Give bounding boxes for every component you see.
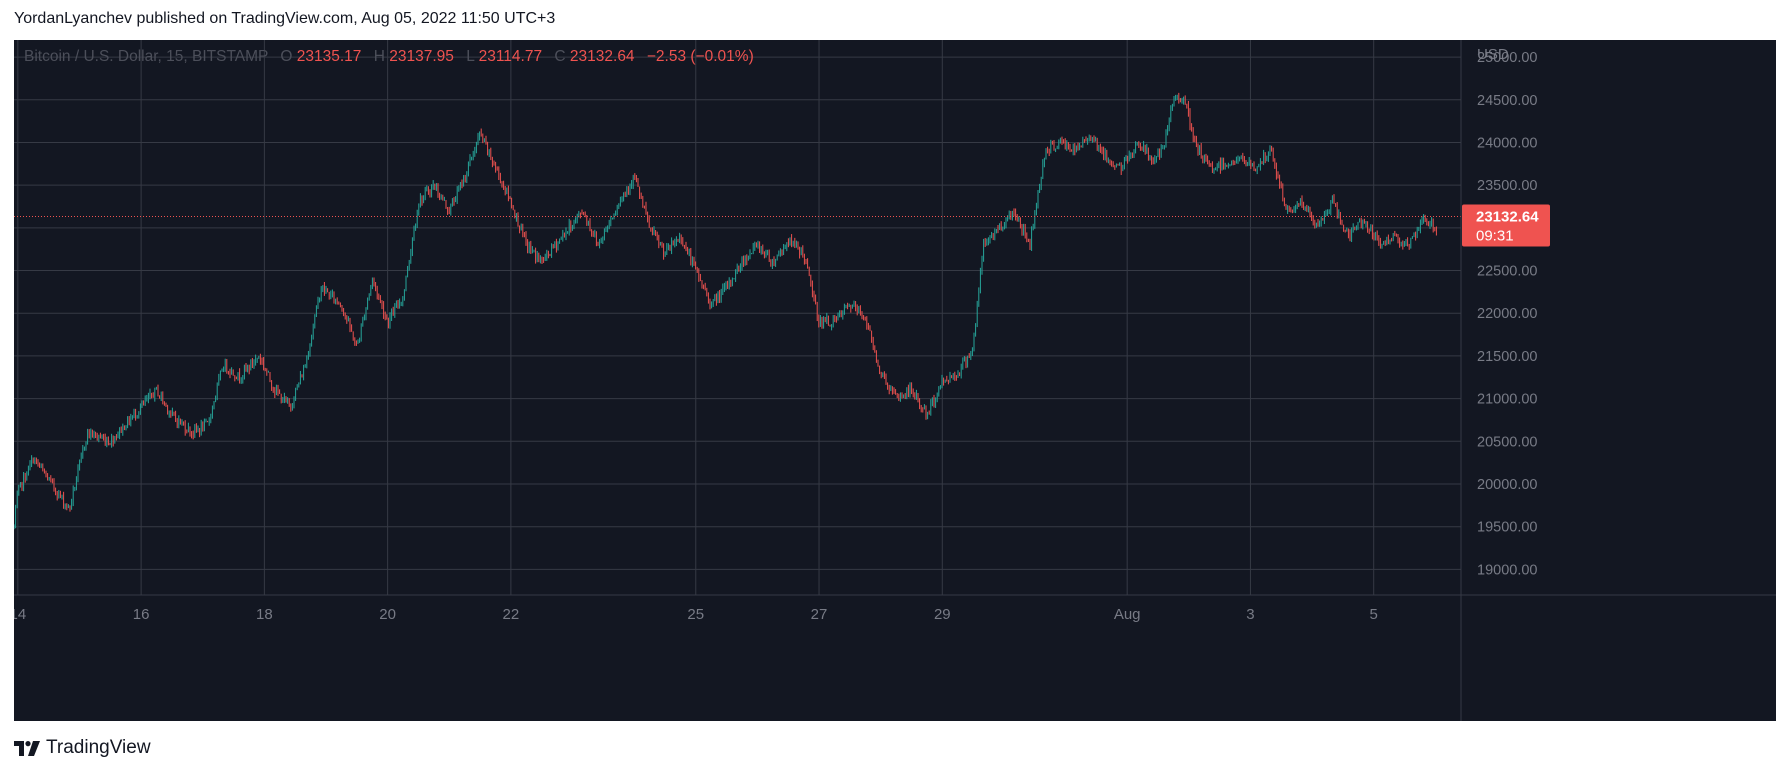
price-axis[interactable]: 19000.00 19500.00 20000.00 20500.00 21000.00… [1477,50,1537,578]
tradingview-logo-icon [14,740,40,756]
candlestick-chart[interactable]: 19000.00 19500.00 20000.00 20500.00 21000.00… [10,40,1776,721]
grid-lines [14,40,1461,595]
time-tick-label: 18 [256,606,273,623]
close-label: C [554,48,565,65]
close-value: 23132.64 [570,48,635,65]
price-tick-label: 23500.00 [1477,178,1537,194]
price-tick-label: 22500.00 [1477,264,1537,280]
time-tick-label: 3 [1246,606,1254,623]
price-tick-label: 19500.00 [1477,520,1537,536]
price-tick-label: 21000.00 [1477,392,1537,408]
chart-panel[interactable]: 19000.00 19500.00 20000.00 20500.00 21000.00… [10,40,1776,721]
low-label: L [466,48,475,65]
brand-name: TradingView [46,737,151,758]
time-tick-label: 16 [133,606,150,623]
candles [13,92,1437,530]
currency-label: USD [1477,46,1509,63]
open-label: O [280,48,292,65]
last-price-value: 23132.64 [1476,209,1539,226]
price-tick-label: 24000.00 [1477,135,1537,151]
time-axis[interactable]: 14 16 18 20 22 25 27 29 Aug 3 5 [10,606,1378,623]
price-tick-label: 21500.00 [1477,349,1537,365]
price-tick-label: 25000.00 [1477,50,1537,66]
time-tick-label: 5 [1370,606,1378,623]
open-value: 23135.17 [297,48,362,65]
price-tick-label: 19000.00 [1477,562,1537,578]
change-value: −2.53 (−0.01%) [647,48,754,65]
time-tick-label: Aug [1114,606,1141,623]
time-tick-label: 29 [934,606,951,623]
publisher-line: YordanLyanchev published on TradingView.… [14,10,556,27]
time-tick-label: 22 [503,606,520,623]
high-value: 23137.95 [389,48,454,65]
high-label: H [374,48,385,65]
symbol-title: Bitcoin / U.S. Dollar, 15, BITSTAMP [24,48,268,65]
price-tick-label: 20000.00 [1477,477,1537,493]
price-tick-label: 20500.00 [1477,434,1537,450]
legend-row: Bitcoin / U.S. Dollar, 15, BITSTAMP O 23… [24,48,754,65]
time-tick-label: 27 [811,606,828,623]
footer-brand[interactable]: TradingView [14,737,151,759]
low-value: 23114.77 [479,48,543,65]
countdown-timer: 09:31 [1476,228,1514,245]
price-tick-label: 22000.00 [1477,306,1537,322]
price-tick-label: 24500.00 [1477,93,1537,109]
last-price-badge: 23132.64 09:31 [1462,204,1550,247]
time-tick-label: 20 [379,606,396,623]
time-tick-label: 14 [14,606,26,623]
time-tick-label: 25 [687,606,704,623]
